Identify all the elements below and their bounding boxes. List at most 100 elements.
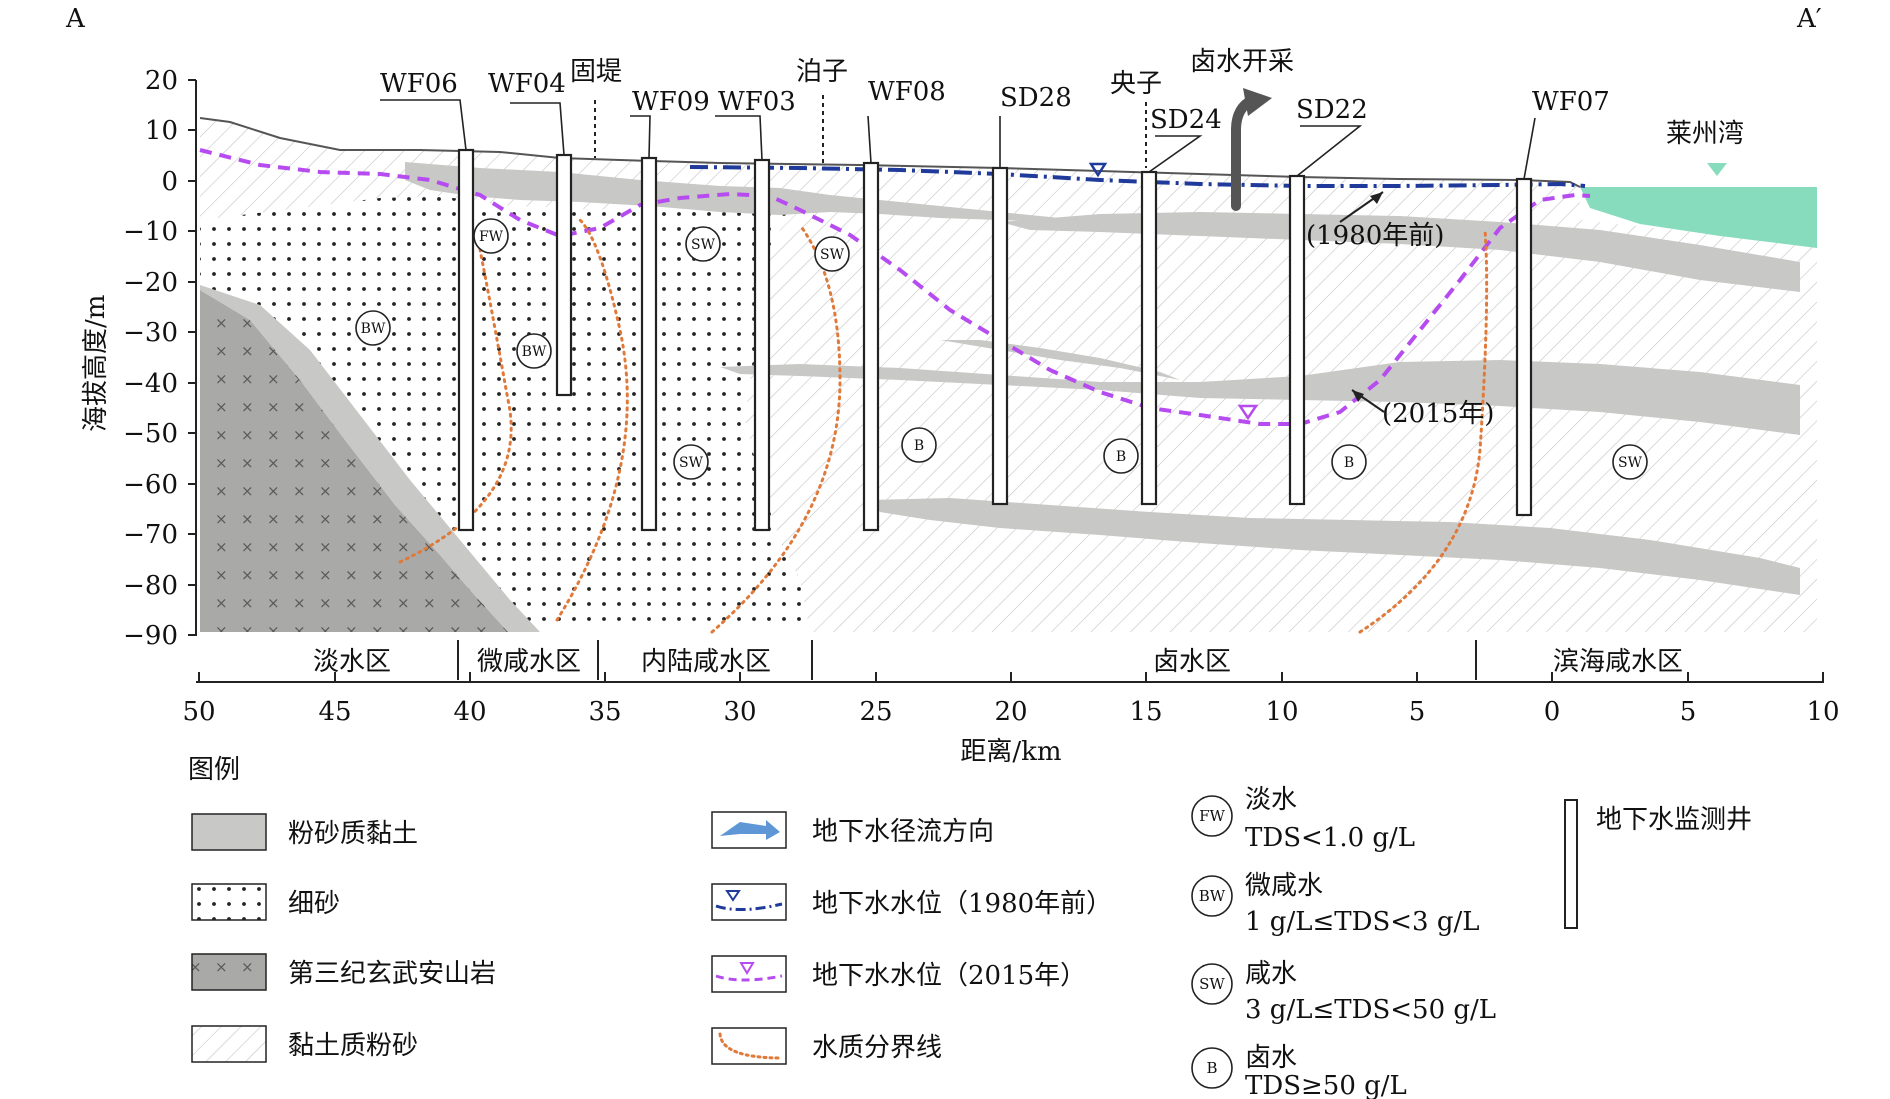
laizhou-bay-water (1580, 187, 1817, 248)
marker-sw-1: SW (691, 237, 716, 253)
legend-label: 细砂 (288, 889, 340, 919)
brine-mining-arrowhead (1243, 88, 1272, 116)
legend-label: 地下水水位（1980年前） (812, 889, 1112, 919)
legend-code: FW (1199, 807, 1225, 825)
y-tick: −40 (123, 369, 178, 399)
level-1980-marker-icon (725, 890, 741, 902)
ground-surface-line (199, 117, 1581, 188)
x-tick: 0 (1544, 697, 1561, 727)
well-label-wf06: WF06 (380, 69, 458, 99)
legend-swatch-basalt (191, 953, 267, 991)
place-guti: 固堤 (570, 57, 622, 87)
level-2015-marker-icon (739, 962, 755, 975)
legend-water-codes: FW BW SW B (1199, 807, 1226, 1077)
silty-clay-lens-upper (405, 162, 1100, 222)
x-tick: 20 (994, 697, 1027, 727)
section-water-markers (355, 218, 1648, 480)
section-water-marker-labels: FW BW BW SW SW SW B B B SW (361, 229, 1643, 471)
legend-water-name: 微咸水 (1245, 871, 1323, 901)
y-tick: −80 (123, 571, 178, 601)
x-tick-labels: 50 45 40 35 30 25 20 15 10 5 0 5 10 (182, 697, 1839, 727)
x-tick: 50 (182, 697, 215, 727)
legend-water-desc: 3 g/L≤TDS<50 g/L (1245, 995, 1496, 1025)
legend-water-name: 咸水 (1245, 959, 1297, 989)
well-label-sd22: SD22 (1296, 95, 1368, 125)
marker-b-2: B (1116, 449, 1126, 465)
legend-swatch-silty-clay (191, 813, 267, 851)
marker-sw-4: SW (1618, 455, 1643, 471)
legend-label: 地下水水位（2015年） (812, 961, 1086, 991)
y-axis (188, 79, 197, 636)
well-wf07 (1515, 177, 1533, 517)
y-tick: −20 (123, 268, 178, 298)
x-tick: 30 (723, 697, 756, 727)
zone-bar (457, 640, 1477, 680)
well-sd28 (991, 166, 1009, 506)
label-level-2015: (2015年) (1382, 399, 1494, 429)
legend-label: 水质分界线 (812, 1033, 942, 1063)
zone-inland-saline: 内陆咸水区 (641, 647, 771, 677)
boundary-brine-coastal (1358, 228, 1489, 634)
y-tick: −10 (123, 217, 178, 247)
x-tick: 5 (1409, 697, 1426, 727)
silty-clay-lens-lower (870, 498, 1800, 595)
legend-code: SW (1199, 975, 1225, 993)
x-tick: 15 (1129, 697, 1162, 727)
water-level-marker-1980 (1088, 162, 1108, 178)
legend-swatch-clayey-silt (191, 1025, 267, 1063)
x-tick: 10 (1806, 697, 1839, 727)
legend-water-desc: TDS<1.0 g/L (1245, 823, 1415, 853)
corner-label-a-prime: A′ (1796, 4, 1822, 34)
legend-water-desc: TDS≥50 g/L (1245, 1071, 1407, 1099)
well-wf06 (457, 148, 475, 532)
well-wf08 (862, 161, 880, 532)
legend-label-monitoring-well: 地下水监测井 (1596, 805, 1752, 835)
y-tick: −90 (123, 621, 178, 651)
well-label-sd24: SD24 (1150, 105, 1222, 135)
well-wf04 (555, 153, 573, 397)
zone-coastal-saline: 滨海咸水区 (1553, 647, 1683, 677)
x-tick: 5 (1680, 697, 1697, 727)
sea-level-marker (1707, 163, 1727, 176)
water-level-marker-2015 (1237, 404, 1259, 421)
y-axis-label: 海拔高度/m (81, 295, 111, 432)
legend-label: 地下水径流方向 (812, 817, 994, 847)
well-labels: WF06 WF04 WF09 WF03 WF08 SD28 SD24 SD22 … (380, 69, 1610, 135)
place-pozi: 泊子 (796, 57, 848, 87)
y-tick: −30 (123, 318, 178, 348)
well-wf03 (753, 158, 771, 532)
y-tick: 10 (145, 116, 178, 146)
place-brine-mining: 卤水开采 (1190, 47, 1294, 77)
place-laizhou-bay: 莱州湾 (1666, 119, 1744, 149)
zone-brackish: 微咸水区 (477, 647, 581, 677)
x-tick: 35 (588, 697, 621, 727)
legend-swatch-level-2015 (711, 955, 787, 993)
silty-clay-lens-right-upper (1000, 212, 1800, 292)
legend-swatch-monitoring-well (1564, 799, 1578, 929)
y-tick: −50 (123, 419, 178, 449)
legend-swatch-fine-sand (191, 883, 267, 921)
well-sd22 (1288, 174, 1306, 506)
y-tick: 20 (145, 66, 178, 96)
zone-brine: 卤水区 (1153, 647, 1231, 677)
zone-fresh: 淡水区 (313, 647, 391, 677)
x-axis-label: 距离/km (960, 737, 1061, 767)
well-label-wf07: WF07 (1532, 87, 1610, 117)
y-tick: −70 (123, 520, 178, 550)
y-tick: −60 (123, 470, 178, 500)
well-label-sd28: SD28 (1000, 83, 1072, 113)
marker-sw-3: SW (679, 455, 704, 471)
x-tick: 10 (1265, 697, 1298, 727)
flow-direction-icon (720, 820, 780, 840)
well-label-wf08: WF08 (868, 77, 946, 107)
corner-label-a: A (65, 4, 86, 34)
marker-sw-2: SW (820, 247, 845, 263)
legend-water-desc: 1 g/L≤TDS<3 g/L (1245, 907, 1480, 937)
legend-col2-labels: 地下水径流方向 地下水水位（1980年前） 地下水水位（2015年） 水质分界线 (812, 817, 1112, 1063)
x-tick: 45 (318, 697, 351, 727)
legend-label: 第三纪玄武安山岩 (288, 959, 496, 989)
well-label-wf03: WF03 (718, 87, 796, 117)
legend-code: BW (1199, 887, 1226, 905)
legend-water-circles (1191, 795, 1233, 1089)
legend-code: B (1206, 1059, 1217, 1077)
